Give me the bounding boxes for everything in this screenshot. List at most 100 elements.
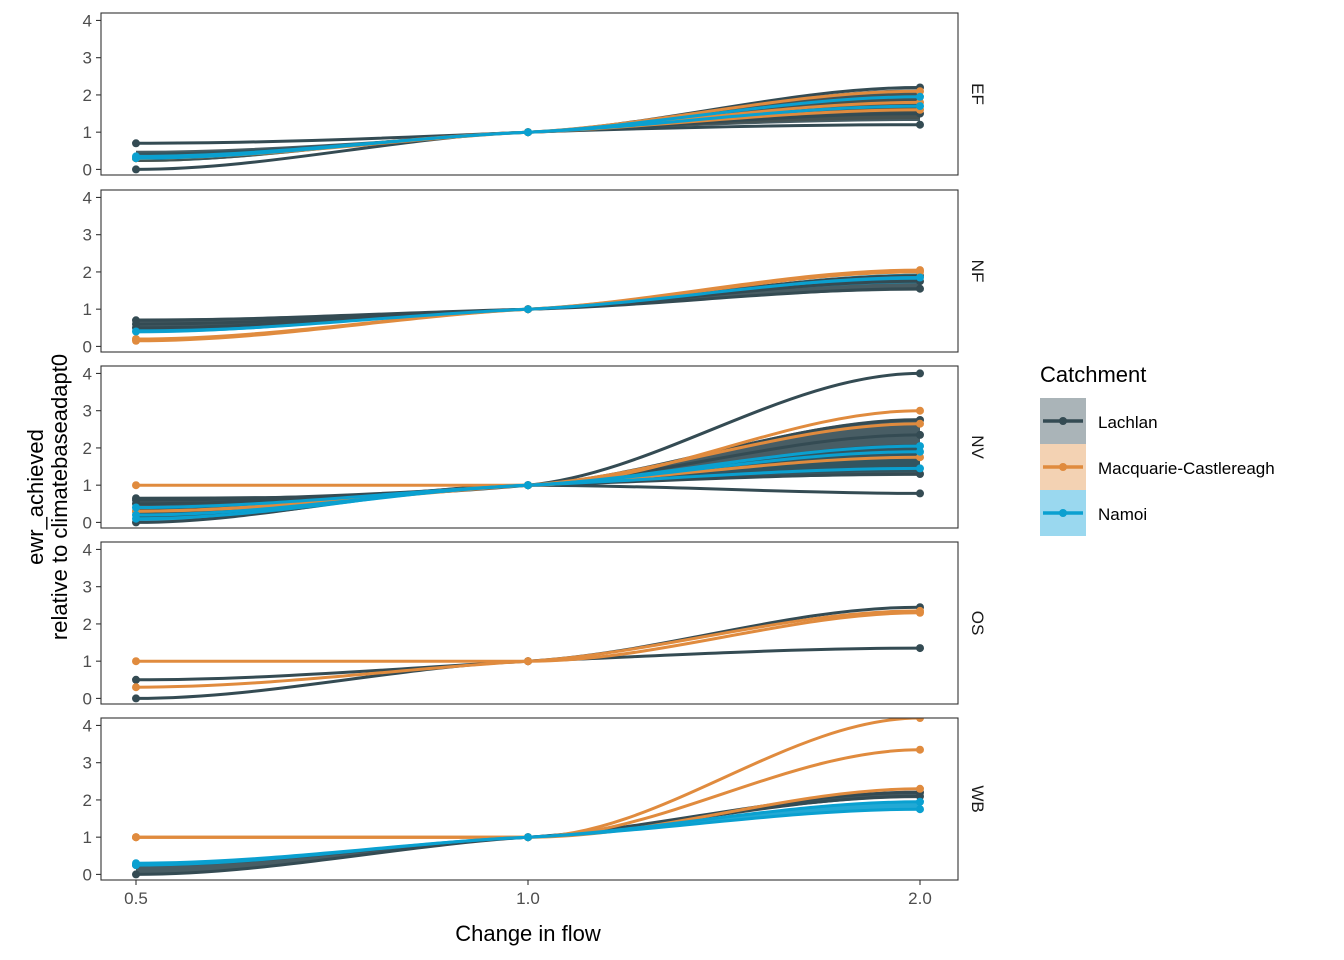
data-point [132, 675, 140, 684]
data-point [132, 154, 140, 163]
data-point [916, 442, 924, 451]
data-point [132, 694, 140, 703]
data-point [524, 128, 532, 137]
data-point [916, 273, 924, 282]
x-tick-label: 1.0 [516, 889, 540, 908]
facet-strip-label: NF [968, 260, 987, 283]
series-line-macquarie-castlereagh [134, 718, 922, 839]
legend-item-macquarie-castlereagh: Macquarie-Castlereagh [1040, 444, 1275, 490]
legend-label: Namoi [1098, 505, 1147, 524]
x-axis: 0.5 1.0 2.0 [124, 880, 932, 908]
y-axis-title-line2: relative to climatebaseadapt0 [47, 354, 72, 640]
facet-strip-label: WB [968, 785, 987, 812]
panel-border [100, 541, 959, 705]
data-point [132, 139, 140, 148]
data-point [524, 657, 532, 666]
y-tick-label: 4 [83, 364, 92, 383]
y-tick-label: 3 [83, 578, 92, 597]
panel-border [100, 365, 959, 529]
panel-plot-area [132, 603, 924, 703]
legend-items: Lachlan Macquarie-Castlereagh Namoi [1040, 398, 1275, 536]
legend-key-point [1059, 509, 1067, 517]
data-point [132, 481, 140, 490]
data-point [916, 464, 924, 473]
y-tick-label: 3 [83, 226, 92, 245]
panel-ef: 0 1 2 3 4 EF [83, 11, 987, 179]
data-point [916, 447, 924, 456]
data-point [132, 165, 140, 174]
data-point [916, 369, 924, 378]
y-axis-title: ewr_achieved relative to climatebaseadap… [23, 354, 72, 640]
panel-border [100, 189, 959, 353]
y-tick-label: 2 [83, 439, 92, 458]
legend-key-point [1059, 417, 1067, 425]
y-tick-label: 0 [83, 513, 92, 532]
panel-border [100, 717, 959, 881]
data-point [916, 792, 924, 801]
data-point [916, 430, 924, 439]
panel-nv: 0 1 2 3 4 NV [83, 364, 987, 532]
panel-plot-area [132, 369, 924, 527]
data-point [132, 503, 140, 512]
legend-label: Macquarie-Castlereagh [1098, 459, 1275, 478]
x-tick-label: 2.0 [908, 889, 932, 908]
series-line-macquarie-castlereagh [134, 748, 922, 839]
y-tick-label: 4 [83, 11, 92, 30]
data-point [132, 683, 140, 692]
legend-item-namoi: Namoi [1040, 490, 1147, 536]
data-point [132, 870, 140, 879]
data-point [132, 657, 140, 666]
data-point [916, 797, 924, 806]
panel-plot-area [132, 718, 924, 879]
facet-strip-label: OS [968, 611, 987, 636]
panel-nf: 0 1 2 3 4 NF [83, 188, 987, 356]
y-tick-label: 1 [83, 652, 92, 671]
legend: Catchment Lachlan Macquarie-Castlereagh Na… [1040, 362, 1275, 536]
y-tick-label: 0 [83, 865, 92, 884]
data-point [916, 267, 924, 276]
y-tick-label: 1 [83, 476, 92, 495]
data-point [916, 284, 924, 293]
y-tick-label: 4 [83, 716, 92, 735]
y-tick-label: 2 [83, 263, 92, 282]
legend-title: Catchment [1040, 362, 1146, 387]
x-tick-label: 0.5 [124, 889, 148, 908]
y-tick-label: 4 [83, 188, 92, 207]
data-point [916, 102, 924, 111]
legend-key-point [1059, 463, 1067, 471]
facet-strip-label: NV [968, 435, 987, 459]
series-line-lachlan [134, 646, 922, 700]
data-point [916, 419, 924, 428]
data-point [524, 481, 532, 490]
data-point [916, 87, 924, 96]
y-tick-label: 0 [83, 337, 92, 356]
data-point [916, 489, 924, 498]
data-point [524, 833, 532, 842]
data-point [916, 92, 924, 101]
y-tick-label: 2 [83, 86, 92, 105]
y-tick-label: 3 [83, 754, 92, 773]
data-point [132, 861, 140, 870]
band-lachlan [136, 89, 920, 162]
y-tick-label: 4 [83, 540, 92, 559]
y-axis-title-line1: ewr_achieved [23, 429, 48, 565]
data-point [916, 805, 924, 814]
data-point [132, 335, 140, 343]
facet-strip-label: EF [968, 83, 987, 105]
legend-item-lachlan: Lachlan [1040, 398, 1158, 444]
data-point [916, 406, 924, 415]
data-point [916, 470, 924, 478]
data-point [916, 120, 924, 129]
data-point [916, 718, 924, 722]
y-tick-label: 0 [83, 160, 92, 179]
panel-plot-area [132, 83, 924, 174]
y-tick-label: 2 [83, 791, 92, 810]
series-line-lachlan [134, 794, 922, 867]
y-tick-label: 3 [83, 49, 92, 68]
series-line-lachlan [134, 605, 922, 682]
data-point [524, 305, 532, 314]
data-point [132, 833, 140, 842]
y-tick-label: 1 [83, 300, 92, 319]
panel-border [100, 12, 959, 176]
